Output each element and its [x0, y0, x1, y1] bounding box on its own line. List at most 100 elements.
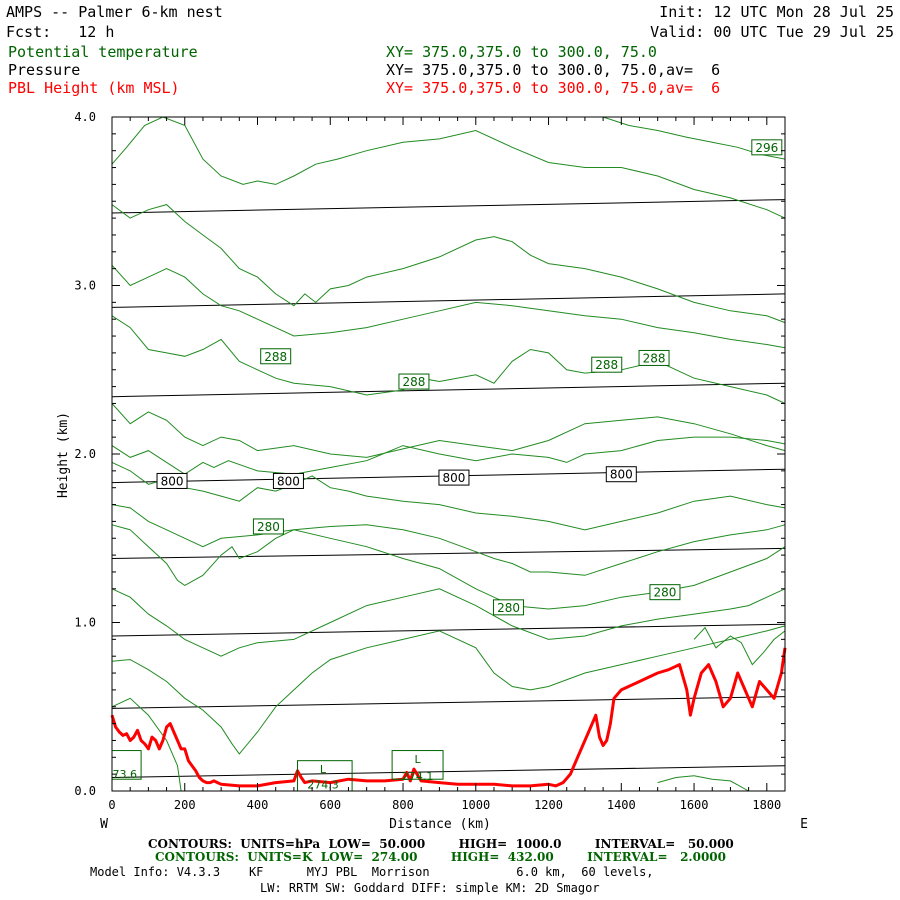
theta-contour-line: [111, 461, 786, 531]
theta-contour-label-box: [398, 373, 430, 390]
field-pressure-name: Pressure: [8, 61, 81, 79]
theta-contour-line: [111, 697, 182, 792]
theta-contour-label-box: [649, 584, 681, 601]
theta-contour-line: [657, 775, 749, 792]
theta-contour-label: 288: [260, 348, 292, 365]
theta-contour-label-text: 288: [643, 351, 666, 365]
x-tick-label: 1400: [607, 798, 636, 812]
theta-contour-label-text: 280: [653, 586, 676, 600]
theta-contour-label: 288: [398, 373, 430, 390]
x-tick-label: 0: [108, 798, 115, 812]
theta-contour-label: 280: [649, 584, 681, 601]
pressure-contour-label-box: [272, 472, 304, 489]
pressure-contour-line: [111, 199, 786, 214]
theta-contour-line: [693, 626, 786, 666]
theta-contour-label-text: 296: [755, 141, 778, 155]
theta-contour-label-box: [591, 356, 623, 373]
y-tick-label: 0.0: [74, 784, 96, 798]
pressure-contour-label: 800: [605, 466, 637, 483]
pressure-contour-label-text: 800: [443, 471, 466, 485]
theta-contour-line: [111, 264, 786, 349]
pressure-contour-line: [111, 293, 786, 308]
pressure-contour-info: CONTOURS: UNITS=hPa LOW= 50.000 HIGH= 10…: [148, 837, 734, 851]
x-tick-label: 800: [392, 798, 414, 812]
theta-contour-line: [111, 116, 786, 219]
theta-contour-line: [111, 504, 786, 576]
x-tick-label: 1200: [534, 798, 563, 812]
plot-frame: [111, 116, 786, 792]
theta-contour-line: [111, 524, 786, 610]
theta-contour-label-text: 288: [402, 375, 425, 389]
x-tick-label: 400: [247, 798, 269, 812]
low-center-box: [391, 750, 444, 780]
pressure-contour-label-box: [156, 472, 188, 489]
valid-time: Valid: 00 UTC Tue 29 Jul 25: [650, 23, 894, 41]
pbl-height-line: [110, 647, 787, 788]
low-center-label: 274.1: [402, 770, 434, 783]
y-axis-label: Height (km): [56, 412, 71, 498]
model-info-line-2: LW: RRTM SW: Goddard DIFF: simple KM: 2D…: [260, 881, 600, 895]
x-tick-label: 600: [319, 798, 341, 812]
theta-contour-line: [111, 403, 786, 458]
init-time: Init: 12 UTC Mon 28 Jul 25: [659, 3, 894, 21]
theta-contour-line: [111, 625, 786, 755]
pressure-contour-line: [111, 765, 786, 778]
theta-contour-label: 288: [591, 356, 623, 373]
y-tick-label: 3.0: [74, 279, 96, 293]
low-center-label: L: [320, 763, 327, 776]
theta-contour-label: 280: [493, 599, 525, 616]
theta-contour-line: [111, 588, 786, 657]
theta-contour-line: [111, 436, 786, 475]
x-axis-label: Distance (km): [389, 817, 491, 832]
low-center-label: L: [415, 753, 422, 766]
pressure-contour-label-text: 800: [610, 468, 633, 482]
pressure-contour-line: [111, 547, 786, 559]
field-pbl-name: PBL Height (km MSL): [8, 79, 180, 97]
model-title: AMPS -- Palmer 6-km nest: [6, 3, 223, 21]
field-theta-xy: XY= 375.0,375.0 to 300.0, 75.0: [386, 43, 657, 61]
theta-contour-label-box: [252, 518, 284, 535]
theta-contour-label-text: 288: [264, 350, 287, 364]
y-tick-label: 1.0: [74, 616, 96, 630]
x-tick-label: 1600: [680, 798, 709, 812]
model-info-line-1: Model Info: V4.3.3 KF MYJ PBL Morrison 6…: [90, 865, 654, 879]
theta-contour-line: [111, 204, 786, 324]
low-center-label: 274.3: [307, 778, 339, 791]
pressure-contour-label: 800: [438, 469, 470, 486]
pressure-contour-line: [111, 623, 786, 637]
pressure-contour-label-box: [605, 466, 637, 483]
pressure-contour-line: [111, 382, 786, 398]
pressure-contour-line: [111, 696, 786, 709]
x-axis-east-label: E: [800, 817, 808, 832]
theta-contour-label-text: 288: [595, 358, 618, 372]
theta-contour-label-text: 280: [257, 520, 280, 534]
pressure-contour-label: 800: [156, 472, 188, 489]
field-theta-name: Potential temperature: [8, 43, 198, 61]
theta-contour-label-box: [751, 139, 783, 156]
contour-labels: 800 800 800 800 296 288 288 288 288 280 280 280 L 274…: [111, 139, 783, 792]
x-tick-label: 200: [174, 798, 196, 812]
theta-contour-label-box: [260, 348, 292, 365]
axis-ticks: 0 200 400 600 800 1000 1200 1400 1600 1800 0.0 1.0 2…: [74, 110, 786, 812]
theta-contour-label: 288: [638, 349, 670, 366]
pressure-contour-label-box: [438, 469, 470, 486]
pressure-contour-label: 800: [272, 472, 304, 489]
theta-contour-info: CONTOURS: UNITS=K LOW= 274.00 HIGH= 432.…: [155, 850, 726, 864]
theta-contour-label-text: 280: [497, 601, 520, 615]
y-tick-label: 2.0: [74, 447, 96, 461]
theta-contour-label-box: [493, 599, 525, 616]
field-pbl-xy: XY= 375.0,375.0 to 300.0, 75.0,av= 6: [386, 79, 721, 97]
pressure-contour-label-text: 800: [277, 474, 300, 488]
x-tick-label: 1800: [752, 798, 781, 812]
field-pressure-xy: XY= 375.0,375.0 to 300.0, 75.0,av= 6: [386, 61, 721, 79]
theta-contour-label: 280: [252, 518, 284, 535]
pressure-contour-label-text: 800: [161, 474, 184, 488]
theta-contour-label: 296: [751, 139, 783, 156]
x-axis-west-label: W: [100, 817, 108, 832]
x-tick-label: 1000: [461, 798, 490, 812]
theta-contours: [111, 116, 786, 792]
pressure-contours: [111, 199, 786, 778]
forecast-hour: Fcst: 12 h: [6, 23, 115, 41]
low-center-label: 73.6: [112, 768, 137, 781]
